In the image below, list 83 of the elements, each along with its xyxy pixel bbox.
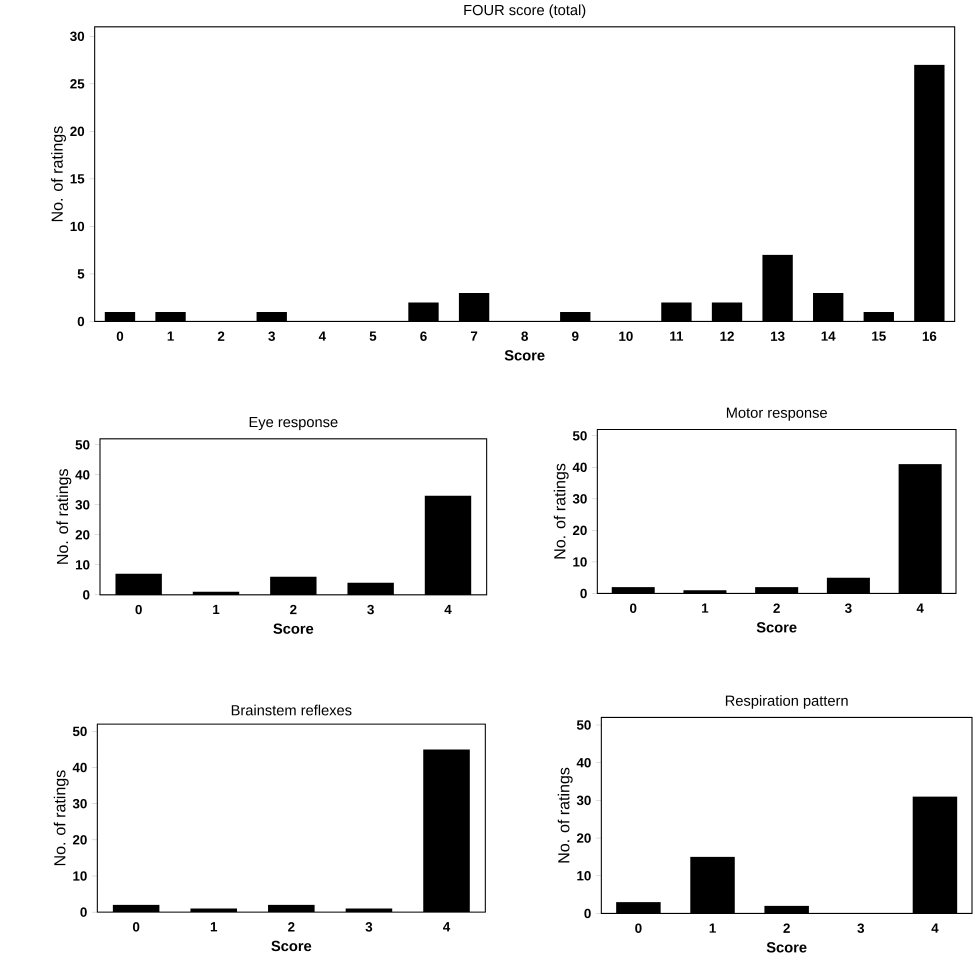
- x-tick-label: 4: [443, 922, 450, 932]
- y-tick-label: 20: [72, 835, 87, 845]
- y-tick-label: 50: [576, 720, 591, 730]
- x-tick-label: 4: [318, 332, 326, 341]
- y-tick-label: 30: [72, 799, 87, 808]
- chart-title: FOUR score (total): [464, 4, 586, 18]
- y-axis-title: No. of ratings: [558, 768, 573, 863]
- x-tick-label: 3: [845, 604, 852, 614]
- y-tick-label: 0: [580, 588, 587, 598]
- x-tick-label: 3: [268, 332, 275, 342]
- x-tick-label: 3: [857, 924, 864, 934]
- x-tick-label: 0: [630, 604, 636, 614]
- y-tick-label: 30: [70, 32, 84, 42]
- x-tick-label: 3: [367, 604, 374, 614]
- x-tick-label: 0: [116, 332, 124, 342]
- x-tick-label: 13: [771, 332, 785, 342]
- y-tick-label: 0: [78, 316, 84, 326]
- x-axis-title: Score: [766, 942, 807, 953]
- y-tick-label: 30: [572, 494, 587, 504]
- y-tick-label: 20: [70, 126, 84, 136]
- chart-title: Motor response: [726, 408, 827, 421]
- x-tick-label: 6: [420, 332, 427, 342]
- x-tick-label: 9: [572, 332, 578, 342]
- x-tick-label: 2: [218, 332, 224, 341]
- y-tick-label: 10: [76, 560, 90, 570]
- y-tick-label: 0: [584, 908, 591, 918]
- y-tick-label: 10: [577, 871, 591, 881]
- y-tick-label: 0: [83, 590, 90, 600]
- x-axis-title: Score: [273, 624, 314, 634]
- x-axis-title: Score: [756, 622, 797, 633]
- y-tick-label: 30: [75, 500, 90, 510]
- y-tick-label: 50: [572, 431, 587, 441]
- x-axis-title: Score: [504, 350, 545, 361]
- y-tick-label: 10: [573, 557, 587, 567]
- x-tick-label: 1: [210, 922, 218, 932]
- y-tick-label: 10: [73, 871, 87, 881]
- x-tick-label: 14: [822, 332, 836, 341]
- x-tick-label: 2: [288, 922, 295, 932]
- y-axis-title: No. of ratings: [554, 464, 569, 559]
- x-tick-label: 7: [470, 332, 478, 341]
- y-tick-label: 40: [572, 462, 587, 472]
- x-axis-title: Score: [271, 940, 312, 952]
- y-tick-label: 20: [576, 833, 591, 843]
- x-tick-label: 3: [366, 922, 372, 932]
- x-tick-label: 1: [710, 924, 716, 933]
- y-tick-label: 40: [72, 762, 87, 772]
- y-tick-label: 15: [70, 174, 84, 184]
- x-tick-label: 1: [702, 604, 708, 613]
- y-tick-label: 50: [76, 440, 90, 450]
- x-tick-label: 15: [872, 332, 886, 341]
- x-tick-label: 4: [916, 604, 924, 613]
- x-tick-label: 2: [783, 924, 790, 933]
- y-tick-label: 40: [576, 758, 591, 768]
- chart-title: Respiration pattern: [726, 695, 848, 709]
- x-tick-label: 11: [670, 332, 684, 341]
- chart-title: Brainstem reflexes: [232, 704, 352, 716]
- y-tick-label: 0: [80, 908, 87, 917]
- x-tick-label: 2: [773, 604, 780, 613]
- chart-title: Eye response: [250, 417, 338, 430]
- x-tick-label: 1: [213, 604, 220, 614]
- x-tick-label: 8: [521, 332, 528, 342]
- x-tick-label: 12: [720, 332, 734, 341]
- y-axis-title: No. of ratings: [51, 126, 66, 222]
- y-tick-label: 25: [70, 79, 84, 89]
- x-tick-label: 5: [370, 332, 376, 341]
- y-axis-title: No. of ratings: [54, 770, 69, 866]
- y-tick-label: 50: [72, 726, 87, 736]
- y-tick-label: 20: [76, 530, 90, 540]
- y-tick-label: 30: [576, 796, 591, 806]
- y-tick-label: 20: [572, 526, 587, 536]
- x-tick-label: 0: [132, 922, 140, 932]
- y-tick-label: 40: [75, 470, 90, 480]
- x-tick-label: 1: [168, 332, 174, 341]
- y-axis-title: No. of ratings: [56, 469, 72, 564]
- x-tick-label: 0: [635, 924, 642, 934]
- x-tick-label: 2: [290, 604, 297, 614]
- x-tick-label: 10: [619, 332, 633, 342]
- x-tick-label: 4: [931, 924, 939, 933]
- x-tick-label: 0: [135, 604, 142, 614]
- x-tick-label: 16: [922, 332, 936, 342]
- x-tick-label: 4: [444, 604, 452, 614]
- y-tick-label: 5: [78, 269, 84, 279]
- y-tick-label: 10: [70, 222, 84, 232]
